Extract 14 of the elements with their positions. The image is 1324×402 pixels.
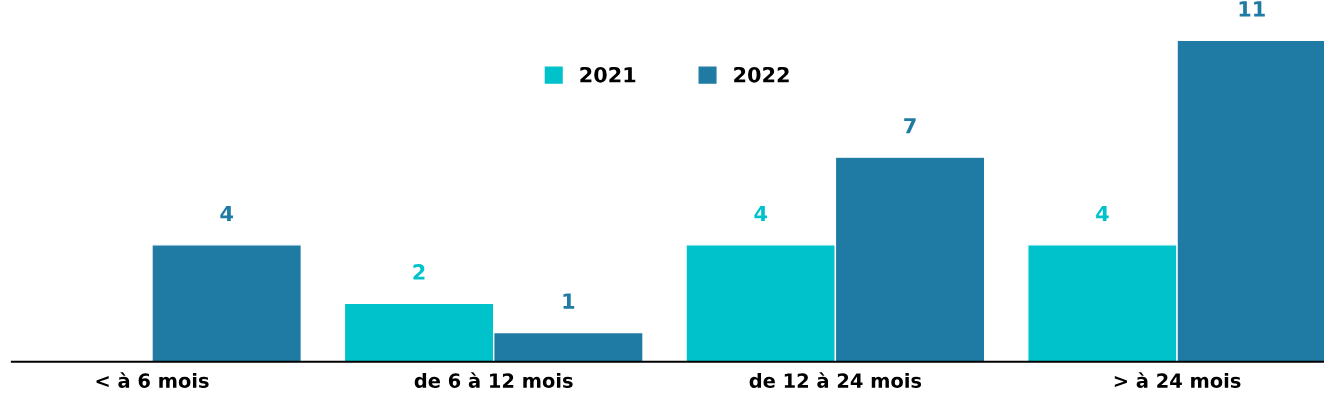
- legend-label: 2021: [580, 66, 636, 83]
- data-label: 11: [1239, 1, 1265, 17]
- data-label: 1: [563, 293, 575, 309]
- data-label: 2: [413, 264, 425, 280]
- x-tick-label: > à 24 mois: [1114, 372, 1241, 388]
- legend-label: 2022: [734, 66, 789, 83]
- x-tick-label: < à 6 mois: [96, 372, 209, 388]
- x-tick-label: de 12 à 24 mois: [749, 372, 922, 388]
- x-tick-label: de 6 à 12 mois: [414, 372, 573, 388]
- bar: [151, 244, 303, 362]
- data-label: 7: [904, 118, 916, 134]
- data-label: 4: [220, 205, 233, 222]
- data-label: 4: [1096, 205, 1109, 222]
- data-label: 4: [754, 205, 768, 222]
